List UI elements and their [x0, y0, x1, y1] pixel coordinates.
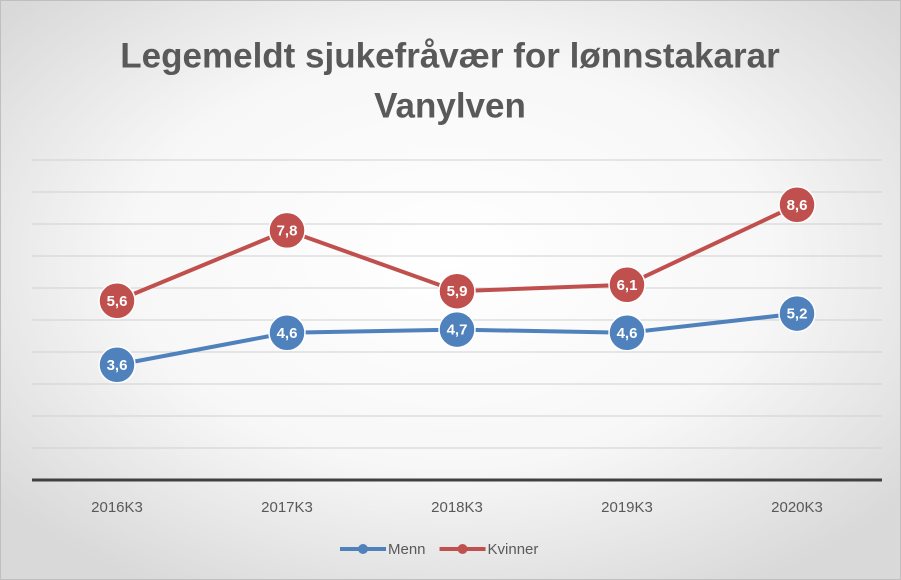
data-label: 3,6 — [107, 357, 128, 374]
marker — [268, 314, 306, 352]
marker — [98, 282, 136, 320]
marker — [778, 294, 816, 333]
data-label: 5,6 — [107, 293, 128, 310]
data-label: 8,6 — [787, 197, 808, 214]
data-label: 6,1 — [617, 277, 638, 294]
data-label: 5,2 — [787, 306, 808, 323]
data-label: 5,9 — [447, 283, 468, 300]
data-label: 4,6 — [277, 325, 298, 342]
marker — [608, 314, 646, 352]
marker — [438, 310, 476, 349]
data-label: 4,7 — [447, 322, 468, 339]
x-tick-label: 2017K3 — [261, 499, 313, 516]
x-tick-label: 2016K3 — [91, 499, 143, 516]
marker — [438, 272, 476, 310]
marker — [268, 211, 306, 250]
x-tick-label: 2018K3 — [431, 499, 483, 516]
marker — [608, 266, 646, 304]
data-label: 7,8 — [277, 222, 298, 239]
chart-title: Vanylven — [374, 86, 526, 125]
legend-label: Kvinner — [488, 541, 539, 558]
marker — [778, 186, 816, 224]
legend-marker — [358, 544, 368, 554]
chart-title: Legemeldt sjukefråvær for lønnstakarar — [120, 36, 780, 75]
x-tick-label: 2020K3 — [771, 499, 823, 516]
marker — [98, 346, 136, 384]
x-tick-label: 2019K3 — [601, 499, 653, 516]
legend-marker — [457, 544, 468, 554]
legend-label: Menn — [388, 541, 426, 558]
data-label: 4,6 — [617, 325, 638, 342]
